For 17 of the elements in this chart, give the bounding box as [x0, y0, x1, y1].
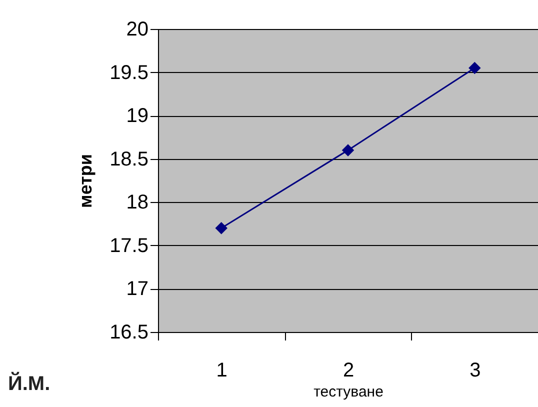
y-tick-label: 19.5: [110, 62, 148, 84]
x-tick-label: 2: [342, 360, 354, 382]
y-tick-label: 19: [126, 105, 148, 128]
point: [215, 222, 228, 234]
y-tick-label: 18: [126, 192, 148, 214]
y-tick-label: 18.5: [110, 148, 148, 170]
y-axis-title: метри: [76, 154, 96, 208]
x-axis-title: тестуване: [314, 384, 384, 400]
y-tick-label: 16.5: [110, 322, 148, 344]
x-tick-label: 3: [470, 360, 481, 382]
point: [342, 144, 354, 156]
y-tick-label: 20: [126, 18, 148, 40]
x-tick-label: 1: [216, 360, 228, 382]
y-tick-label: 17: [126, 278, 148, 300]
y-tick-label: 17.5: [110, 234, 148, 257]
text: Й.М.: [8, 371, 50, 395]
point: [468, 62, 481, 74]
